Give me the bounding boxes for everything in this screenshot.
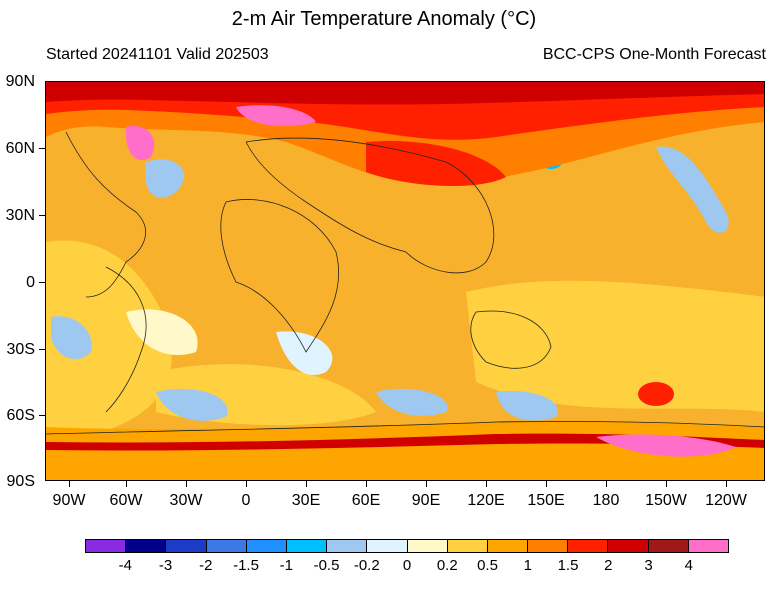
colorbar-label: 3 (644, 557, 653, 574)
lat-label-30s: 30S (6, 341, 35, 358)
colorbar-label: 0.2 (436, 557, 458, 574)
anomaly-map (45, 81, 765, 481)
lat-tick (39, 148, 45, 149)
anomaly-region-red-asia (366, 141, 506, 187)
colorbar-swatch (367, 540, 408, 552)
lat-tick (39, 282, 45, 283)
colorbar-label: -1.5 (233, 557, 259, 574)
lon-tick (126, 481, 127, 487)
coastline-south-america (105, 266, 147, 413)
colorbar-label: 2 (604, 557, 613, 574)
colorbar-label: -0.2 (353, 557, 380, 574)
lon-label-150w: 150W (645, 492, 687, 509)
anomaly-map-svg (46, 82, 764, 480)
colorbar-swatch (568, 540, 609, 552)
colorbar-label: -2 (199, 557, 213, 574)
lat-label-30n: 30N (5, 207, 35, 224)
colorbar-label: 1 (523, 557, 532, 574)
anomaly-region-pale-2 (276, 331, 333, 376)
anomaly-region-red-pacific (638, 382, 674, 406)
colorbar-swatch (86, 540, 127, 552)
colorbar-swatch (126, 540, 167, 552)
lon-tick (426, 481, 427, 487)
lat-label-eq: 0 (26, 274, 35, 291)
lon-label-120e: 120E (467, 492, 505, 509)
forecast-dates: Started 20241101 Valid 202503 (46, 46, 269, 63)
colorbar-label: -3 (158, 557, 173, 574)
anomaly-region-pink-south (596, 434, 736, 457)
lon-label-180: 180 (592, 492, 620, 509)
anomaly-region-yellow-1 (46, 240, 172, 442)
anomaly-region-pink-2 (125, 126, 155, 161)
colorbar-swatch (608, 540, 649, 552)
forecast-source: BCC-CPS One-Month Forecast (542, 46, 766, 63)
lon-label-30w: 30W (169, 492, 203, 509)
lon-label-90e: 90E (411, 492, 441, 509)
lat-label-60n: 60N (5, 140, 35, 157)
map-title: 2-m Air Temperature Anomaly (°C) (231, 8, 537, 30)
colorbar-swatch (688, 540, 728, 552)
colorbar-swatch (166, 540, 207, 552)
colorbar-swatch (648, 540, 689, 552)
anomaly-region-blue-5 (496, 391, 558, 421)
coastline-eurasia (245, 137, 495, 274)
colorbar-label: 0 (402, 557, 412, 574)
anomaly-region-blue-3 (656, 146, 729, 233)
lon-label-60e: 60E (351, 492, 381, 509)
anomaly-region-pink-1 (236, 105, 316, 127)
coastline-australia (470, 310, 552, 369)
lon-tick (186, 481, 187, 487)
colorbar-swatch (528, 540, 569, 552)
anomaly-region-yellow-2 (466, 280, 764, 412)
lon-tick (366, 481, 367, 487)
colorbar-swatch (286, 540, 328, 552)
coastline-north-america (65, 131, 147, 298)
lon-tick (246, 481, 247, 487)
lat-label-60s: 60S (6, 407, 35, 424)
lat-tick (39, 349, 45, 350)
colorbar-swatch (327, 540, 368, 552)
colorbar (85, 539, 729, 553)
lon-tick (546, 481, 547, 487)
anomaly-region-blue-4 (156, 388, 228, 421)
lat-tick (39, 215, 45, 216)
lon-label-30e: 30E (291, 492, 321, 509)
lat-tick (39, 415, 45, 416)
colorbar-label: -0.5 (313, 557, 340, 574)
colorbar-swatch (487, 540, 529, 552)
lon-tick (69, 481, 70, 487)
colorbar-label: -4 (118, 557, 132, 574)
coastline-antarctica (46, 421, 764, 435)
lon-tick (606, 481, 607, 487)
lon-label-150e: 150E (527, 492, 565, 509)
lon-tick (726, 481, 727, 487)
colorbar-label: -1 (279, 557, 293, 574)
colorbar-label: 4 (684, 557, 693, 574)
colorbar-swatch (407, 540, 448, 552)
lon-tick (486, 481, 487, 487)
anomaly-region-pale-1 (126, 309, 198, 356)
lon-tick (306, 481, 307, 487)
lat-label-90n: 90N (5, 73, 35, 90)
lat-label-90s: 90S (6, 473, 35, 490)
lon-label-90w: 90W (52, 492, 86, 509)
anomaly-region-blue-1 (51, 316, 92, 360)
lon-label-120w: 120W (705, 492, 747, 509)
anomaly-region-darkred-north (46, 82, 764, 105)
colorbar-label: 1.5 (557, 557, 579, 574)
colorbar-swatch (246, 540, 287, 552)
colorbar-swatch (447, 540, 488, 552)
coastlines (46, 131, 764, 435)
lon-label-0: 0 (241, 492, 251, 509)
anomaly-region-blue-2 (145, 159, 185, 198)
colorbar-swatch (206, 540, 247, 552)
lon-label-60w: 60W (109, 492, 143, 509)
anomaly-region-blue-6 (376, 388, 448, 416)
anomaly-region-antarctica (46, 443, 764, 480)
colorbar-label: 0.5 (477, 557, 498, 574)
lon-tick (666, 481, 667, 487)
coastline-africa (220, 199, 340, 353)
